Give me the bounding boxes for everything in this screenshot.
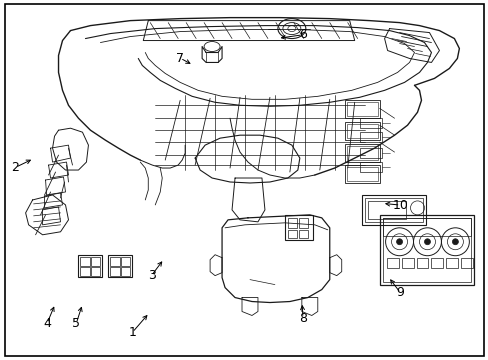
Bar bbox=[298, 230, 307, 238]
Bar bbox=[110, 257, 120, 266]
Bar bbox=[344, 100, 379, 118]
Bar bbox=[359, 148, 381, 158]
Bar bbox=[386, 258, 398, 268]
Bar bbox=[346, 124, 377, 138]
Bar bbox=[401, 258, 413, 268]
Bar bbox=[382, 218, 470, 236]
Bar bbox=[287, 218, 296, 228]
Bar bbox=[81, 257, 90, 266]
Text: 10: 10 bbox=[392, 199, 407, 212]
Bar bbox=[108, 255, 132, 276]
Bar bbox=[287, 230, 296, 238]
Text: 6: 6 bbox=[299, 28, 306, 41]
Bar bbox=[78, 255, 102, 276]
Bar bbox=[344, 165, 379, 183]
Text: 1: 1 bbox=[128, 326, 136, 339]
Text: 5: 5 bbox=[72, 317, 80, 330]
Text: 9: 9 bbox=[396, 287, 404, 300]
Ellipse shape bbox=[396, 239, 402, 245]
Bar bbox=[344, 144, 379, 162]
Text: 3: 3 bbox=[147, 269, 156, 282]
Bar bbox=[346, 102, 377, 116]
Bar bbox=[285, 215, 312, 240]
Bar bbox=[298, 218, 307, 228]
Bar bbox=[446, 258, 457, 268]
Bar bbox=[346, 167, 377, 181]
Bar bbox=[359, 162, 381, 172]
Bar bbox=[359, 118, 381, 128]
Bar bbox=[359, 132, 381, 142]
Ellipse shape bbox=[451, 239, 457, 245]
Bar bbox=[382, 218, 470, 282]
Ellipse shape bbox=[424, 239, 429, 245]
Bar bbox=[379, 215, 473, 285]
Bar bbox=[344, 122, 379, 140]
Text: 7: 7 bbox=[176, 51, 184, 64]
Bar bbox=[346, 146, 377, 160]
Bar bbox=[430, 258, 443, 268]
Text: 4: 4 bbox=[43, 317, 51, 330]
Bar bbox=[81, 267, 90, 276]
Bar bbox=[121, 257, 130, 266]
Bar bbox=[364, 198, 423, 222]
Bar bbox=[461, 258, 472, 268]
Bar bbox=[121, 267, 130, 276]
Text: 8: 8 bbox=[298, 311, 306, 325]
Text: 2: 2 bbox=[11, 161, 19, 174]
Bar bbox=[91, 267, 100, 276]
Bar bbox=[367, 201, 405, 219]
Bar bbox=[91, 257, 100, 266]
Bar bbox=[416, 258, 427, 268]
Bar bbox=[110, 267, 120, 276]
Bar bbox=[361, 195, 426, 225]
